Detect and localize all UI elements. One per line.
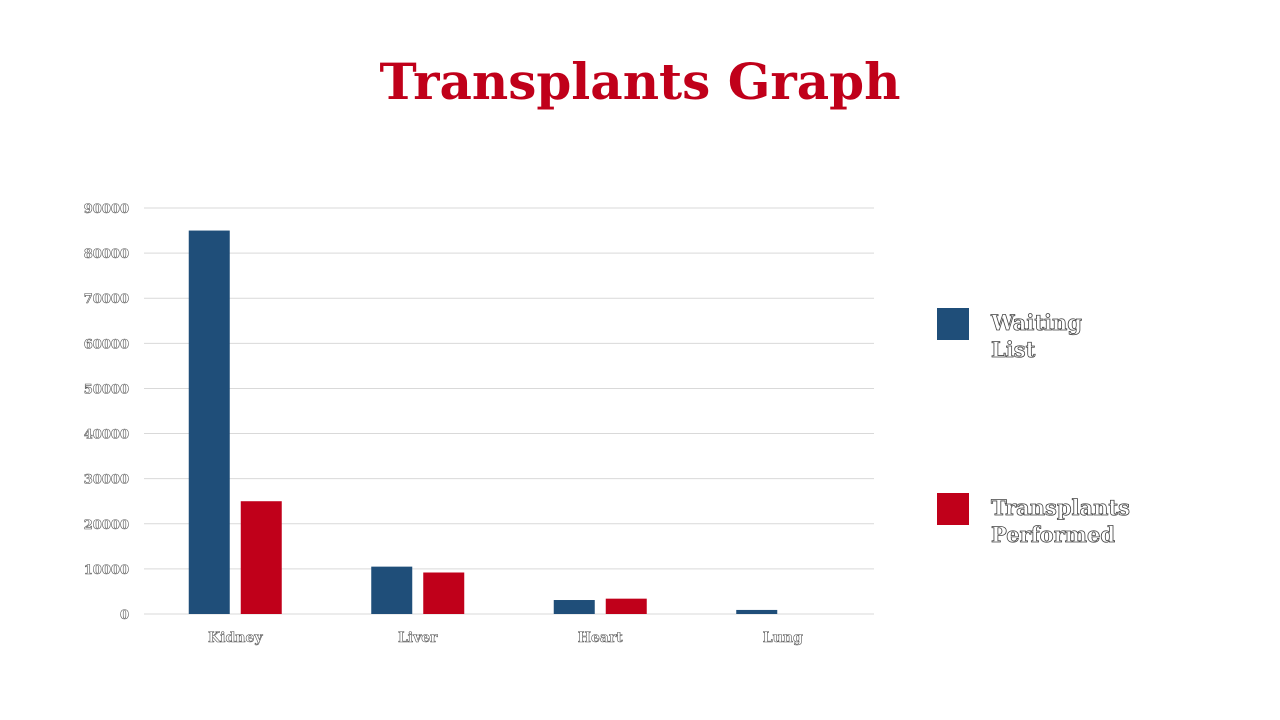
y-tick-label: 90000 bbox=[84, 202, 129, 217]
legend-label: Waiting List bbox=[990, 310, 1082, 362]
y-tick-label: 10000 bbox=[84, 563, 129, 578]
y-tick-label: 50000 bbox=[84, 382, 129, 397]
legend: Waiting List Transplants Performed bbox=[937, 308, 1130, 547]
bar-heart-waiting-list bbox=[553, 600, 595, 614]
y-tick-label: 30000 bbox=[84, 473, 129, 488]
y-tick-label: 60000 bbox=[84, 337, 129, 352]
x-tick-label: Kidney bbox=[208, 630, 263, 646]
legend-item: Waiting List bbox=[937, 308, 1083, 362]
bar-liver-transplants-performed bbox=[423, 572, 465, 614]
bar-kidney-transplants-performed bbox=[240, 501, 282, 614]
y-axis-ticks: 0 10000 20000 30000 40000 50000 60000 70000 8000… bbox=[83, 202, 129, 624]
bar-kidney-waiting-list bbox=[188, 230, 230, 615]
y-tick-label: 40000 bbox=[84, 428, 129, 443]
bars bbox=[188, 230, 778, 615]
y-tick-label: 20000 bbox=[84, 518, 129, 533]
y-tick-label: 0 bbox=[120, 608, 129, 623]
bar-liver-waiting-list bbox=[371, 566, 413, 614]
x-tick-label: Heart bbox=[578, 630, 624, 646]
bar-heart-transplants-performed bbox=[605, 598, 647, 614]
x-axis-ticks: Kidney Liver Heart Lung bbox=[208, 630, 804, 647]
y-tick-label: 80000 bbox=[84, 247, 129, 262]
chart-title: Transplants Graph bbox=[379, 52, 901, 111]
legend-swatch bbox=[937, 493, 969, 525]
x-tick-label: Liver bbox=[398, 630, 438, 646]
legend-swatch bbox=[937, 308, 969, 340]
y-tick-label: 70000 bbox=[84, 292, 129, 307]
legend-label: Transplants Performed bbox=[991, 495, 1130, 547]
x-tick-label: Lung bbox=[763, 630, 803, 646]
legend-item: Transplants Performed bbox=[937, 493, 1130, 547]
bar-lung-waiting-list bbox=[736, 609, 778, 614]
